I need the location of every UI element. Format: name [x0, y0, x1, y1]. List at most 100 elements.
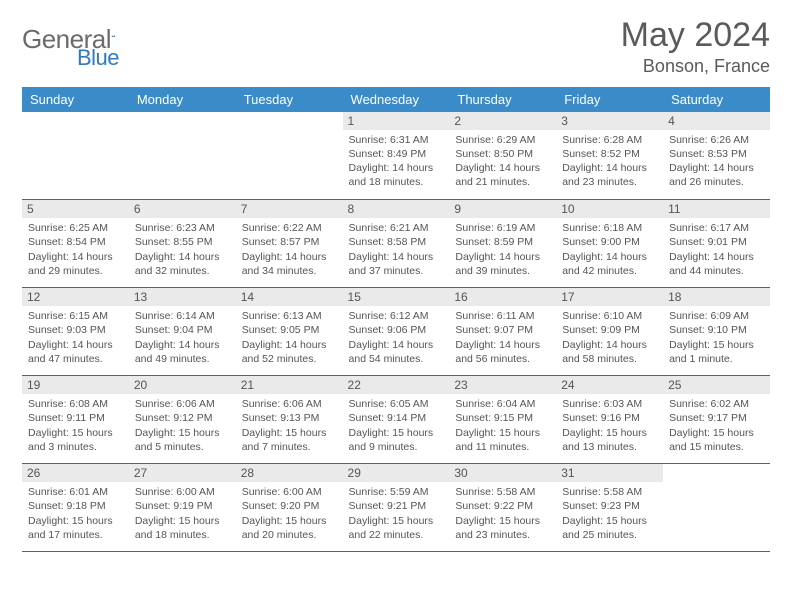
sunrise-text: Sunrise: 5:58 AM [562, 485, 657, 499]
day-details: Sunrise: 6:06 AMSunset: 9:12 PMDaylight:… [135, 397, 230, 454]
day-number: 1 [343, 112, 450, 130]
day-details: Sunrise: 6:12 AMSunset: 9:06 PMDaylight:… [349, 309, 444, 366]
day-details: Sunrise: 6:00 AMSunset: 9:19 PMDaylight:… [135, 485, 230, 542]
day-number: 23 [449, 376, 556, 394]
header: General Blue May 2024 Bonson, France [22, 18, 770, 77]
calendar-day-cell: 7 Sunrise: 6:22 AMSunset: 8:57 PMDaylight… [236, 200, 343, 288]
day-details: Sunrise: 6:23 AMSunset: 8:55 PMDaylight:… [135, 221, 230, 278]
sunset-text: Sunset: 9:17 PM [669, 411, 764, 425]
day-number: 22 [343, 376, 450, 394]
daylight-text: Daylight: 14 hours and 49 minutes. [135, 338, 230, 366]
title-block: May 2024 Bonson, France [621, 18, 770, 77]
day-number: 2 [449, 112, 556, 130]
calendar-day-cell: 25 Sunrise: 6:02 AMSunset: 9:17 PMDayligh… [663, 376, 770, 464]
day-details: Sunrise: 5:59 AMSunset: 9:21 PMDaylight:… [349, 485, 444, 542]
day-details: Sunrise: 6:28 AMSunset: 8:52 PMDaylight:… [562, 133, 657, 190]
sunrise-text: Sunrise: 6:19 AM [455, 221, 550, 235]
day-details: Sunrise: 6:05 AMSunset: 9:14 PMDaylight:… [349, 397, 444, 454]
sunset-text: Sunset: 9:01 PM [669, 235, 764, 249]
calendar-day-cell: 8 Sunrise: 6:21 AMSunset: 8:58 PMDaylight… [343, 200, 450, 288]
calendar-day-cell: 22 Sunrise: 6:05 AMSunset: 9:14 PMDayligh… [343, 376, 450, 464]
sunset-text: Sunset: 9:20 PM [242, 499, 337, 513]
sunrise-text: Sunrise: 6:03 AM [562, 397, 657, 411]
daylight-text: Daylight: 15 hours and 13 minutes. [562, 426, 657, 454]
day-number: 26 [22, 464, 129, 482]
calendar-day-cell: 2 Sunrise: 6:29 AMSunset: 8:50 PMDaylight… [449, 112, 556, 200]
daylight-text: Daylight: 14 hours and 21 minutes. [455, 161, 550, 189]
day-number: 19 [22, 376, 129, 394]
day-details: Sunrise: 6:22 AMSunset: 8:57 PMDaylight:… [242, 221, 337, 278]
daylight-text: Daylight: 14 hours and 26 minutes. [669, 161, 764, 189]
day-number: 17 [556, 288, 663, 306]
day-details: Sunrise: 5:58 AMSunset: 9:22 PMDaylight:… [455, 485, 550, 542]
calendar-day-cell: 3Sunrise: 6:28 AMSunset: 8:52 PMDaylight… [556, 112, 663, 200]
title-location: Bonson, France [621, 56, 770, 77]
calendar-day-cell: 14 Sunrise: 6:13 AMSunset: 9:05 PMDayligh… [236, 288, 343, 376]
calendar-day-cell: 21Sunrise: 6:06 AMSunset: 9:13 PMDayligh… [236, 376, 343, 464]
sunrise-text: Sunrise: 6:28 AM [562, 133, 657, 147]
sunrise-text: Sunrise: 6:01 AM [28, 485, 123, 499]
calendar-day-cell: 10Sunrise: 6:18 AMSunset: 9:00 PMDayligh… [556, 200, 663, 288]
sunset-text: Sunset: 9:15 PM [455, 411, 550, 425]
sunrise-text: Sunrise: 6:09 AM [669, 309, 764, 323]
calendar-day-cell: 4Sunrise: 6:26 AMSunset: 8:53 PMDaylight… [663, 112, 770, 200]
sunset-text: Sunset: 8:57 PM [242, 235, 337, 249]
sunrise-text: Sunrise: 6:00 AM [135, 485, 230, 499]
day-details: Sunrise: 6:02 AMSunset: 9:17 PMDaylight:… [669, 397, 764, 454]
daylight-text: Daylight: 15 hours and 15 minutes. [669, 426, 764, 454]
weekday-header: Tuesday [236, 87, 343, 112]
day-details: Sunrise: 6:13 AMSunset: 9:05 PMDaylight:… [242, 309, 337, 366]
sunset-text: Sunset: 8:59 PM [455, 235, 550, 249]
sunrise-text: Sunrise: 6:11 AM [455, 309, 550, 323]
weekday-header-row: SundayMondayTuesdayWednesdayThursdayFrid… [22, 87, 770, 112]
day-number: 18 [663, 288, 770, 306]
day-number: 7 [236, 200, 343, 218]
day-number: 25 [663, 376, 770, 394]
daylight-text: Daylight: 15 hours and 11 minutes. [455, 426, 550, 454]
day-number: 20 [129, 376, 236, 394]
calendar-week-row: 12Sunrise: 6:15 AMSunset: 9:03 PMDayligh… [22, 288, 770, 376]
daylight-text: Daylight: 14 hours and 29 minutes. [28, 250, 123, 278]
calendar-day-cell: 19Sunrise: 6:08 AMSunset: 9:11 PMDayligh… [22, 376, 129, 464]
sunrise-text: Sunrise: 6:04 AM [455, 397, 550, 411]
day-details: Sunrise: 6:29 AMSunset: 8:50 PMDaylight:… [455, 133, 550, 190]
daylight-text: Daylight: 15 hours and 22 minutes. [349, 514, 444, 542]
title-month-year: May 2024 [621, 18, 770, 54]
brand-name-part2: Blue [77, 45, 119, 71]
day-number: 27 [129, 464, 236, 482]
weekday-header: Thursday [449, 87, 556, 112]
sunset-text: Sunset: 9:12 PM [135, 411, 230, 425]
daylight-text: Daylight: 14 hours and 34 minutes. [242, 250, 337, 278]
day-number: 4 [663, 112, 770, 130]
calendar-day-cell: 11Sunrise: 6:17 AMSunset: 9:01 PMDayligh… [663, 200, 770, 288]
sunrise-text: Sunrise: 6:21 AM [349, 221, 444, 235]
sunrise-text: Sunrise: 6:26 AM [669, 133, 764, 147]
day-number: 8 [343, 200, 450, 218]
daylight-text: Daylight: 14 hours and 47 minutes. [28, 338, 123, 366]
day-details: Sunrise: 6:00 AMSunset: 9:20 PMDaylight:… [242, 485, 337, 542]
daylight-text: Daylight: 14 hours and 37 minutes. [349, 250, 444, 278]
calendar-day-cell: 30Sunrise: 5:58 AMSunset: 9:22 PMDayligh… [449, 464, 556, 552]
day-details: Sunrise: 6:25 AMSunset: 8:54 PMDaylight:… [28, 221, 123, 278]
daylight-text: Daylight: 15 hours and 3 minutes. [28, 426, 123, 454]
sunrise-text: Sunrise: 6:15 AM [28, 309, 123, 323]
day-details: Sunrise: 6:09 AMSunset: 9:10 PMDaylight:… [669, 309, 764, 366]
day-number: 31 [556, 464, 663, 482]
calendar-day-cell: 5 Sunrise: 6:25 AMSunset: 8:54 PMDaylight… [22, 200, 129, 288]
day-details: Sunrise: 6:31 AMSunset: 8:49 PMDaylight:… [349, 133, 444, 190]
daylight-text: Daylight: 14 hours and 52 minutes. [242, 338, 337, 366]
sunset-text: Sunset: 9:05 PM [242, 323, 337, 337]
sunrise-text: Sunrise: 6:18 AM [562, 221, 657, 235]
calendar-day-cell: 6 Sunrise: 6:23 AMSunset: 8:55 PMDaylight… [129, 200, 236, 288]
sunrise-text: Sunrise: 6:25 AM [28, 221, 123, 235]
calendar-day-cell [22, 112, 129, 200]
sunset-text: Sunset: 9:04 PM [135, 323, 230, 337]
day-details: Sunrise: 6:21 AMSunset: 8:58 PMDaylight:… [349, 221, 444, 278]
sunrise-text: Sunrise: 5:59 AM [349, 485, 444, 499]
day-details: Sunrise: 6:04 AMSunset: 9:15 PMDaylight:… [455, 397, 550, 454]
day-number: 5 [22, 200, 129, 218]
day-number: 6 [129, 200, 236, 218]
day-number: 14 [236, 288, 343, 306]
sunrise-text: Sunrise: 6:22 AM [242, 221, 337, 235]
daylight-text: Daylight: 14 hours and 54 minutes. [349, 338, 444, 366]
